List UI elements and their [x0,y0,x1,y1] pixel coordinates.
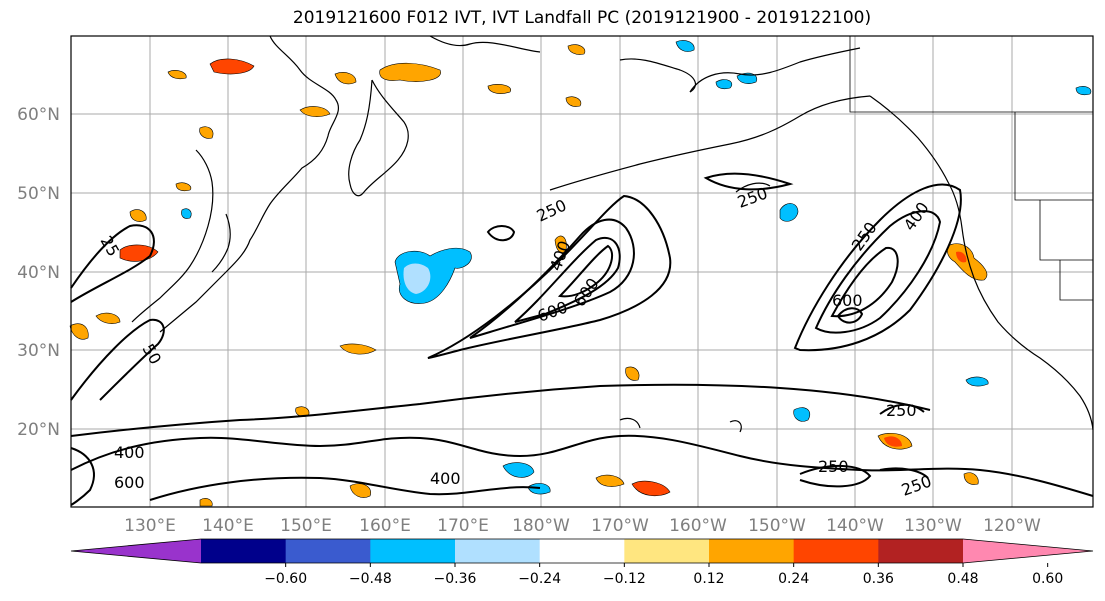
longitude-labels: 130°E 140°E 150°E 160°E 170°E 180°W 170°… [124,516,1041,536]
colorbar-extend-min [71,539,201,563]
lon-label: 170°E [437,516,489,536]
lat-label: 20°N [17,420,60,440]
ivt-contours [70,172,1094,506]
contour-label: 250 [818,457,849,476]
colorbar-tick-label: 0.36 [863,571,894,587]
colorbar-segment [285,539,371,563]
colorbar-segment [624,539,710,563]
lon-label: 170°W [591,516,649,536]
colorbar-outline [70,538,1094,564]
coastlines [131,35,1094,433]
colorbar-segment [201,539,287,563]
colorbar-tick-label: 0.48 [947,571,978,587]
lon-label: 160°W [669,516,727,536]
colorbar-extend-max [963,539,1093,563]
lon-label: 140°W [826,516,884,536]
lon-label: 150°E [280,516,332,536]
political-boundaries [849,36,1093,301]
colorbar-tick-label: −0.60 [264,571,307,587]
colorbar-tick-label: −0.36 [434,571,477,587]
lon-label: 160°E [359,516,411,536]
lon-label: 140°E [202,516,254,536]
latitude-labels: 60°N 50°N 40°N 30°N 20°N [17,105,60,440]
contour-label: 250 [886,401,917,420]
colorbar-tick-label: 0.60 [1032,571,1063,587]
lon-label: 120°W [983,516,1041,536]
colorbar-segment [539,539,625,563]
contour-label: 400 [114,443,145,462]
lat-label: 40°N [17,263,60,283]
lat-label: 30°N [17,341,60,361]
contour-label: 600 [114,473,145,492]
lon-label: 130°E [124,516,176,536]
map-frame [70,35,1094,508]
contour-label: 400 [430,469,461,488]
lat-label: 60°N [17,105,60,125]
pc-anomaly-shading [69,40,1092,507]
colorbar: −0.60 −0.48 −0.36 −0.24 −0.12 0.12 0.24 0.36 0.4… [70,538,1094,587]
colorbar-segment [370,539,456,563]
colorbar-segment [709,539,795,563]
colorbar-segment [793,539,879,563]
lat-label: 50°N [17,184,60,204]
colorbar-tick-label: −0.48 [349,571,392,587]
contour-label: 600 [832,291,863,310]
lon-label: 180°W [512,516,570,536]
lon-label: 150°W [748,516,806,536]
colorbar-tick-label: 0.12 [693,571,724,587]
lon-label: 130°W [904,516,962,536]
map-title: 2019121600 F012 IVT, IVT Landfall PC (20… [292,8,872,28]
colorbar-tick-label: −0.24 [518,571,561,587]
colorbar-tick-label: 0.24 [778,571,809,587]
graticule [71,36,1093,507]
colorbar-segment [878,539,964,563]
colorbar-segment [455,539,541,563]
colorbar-tick-label: −0.12 [603,571,646,587]
